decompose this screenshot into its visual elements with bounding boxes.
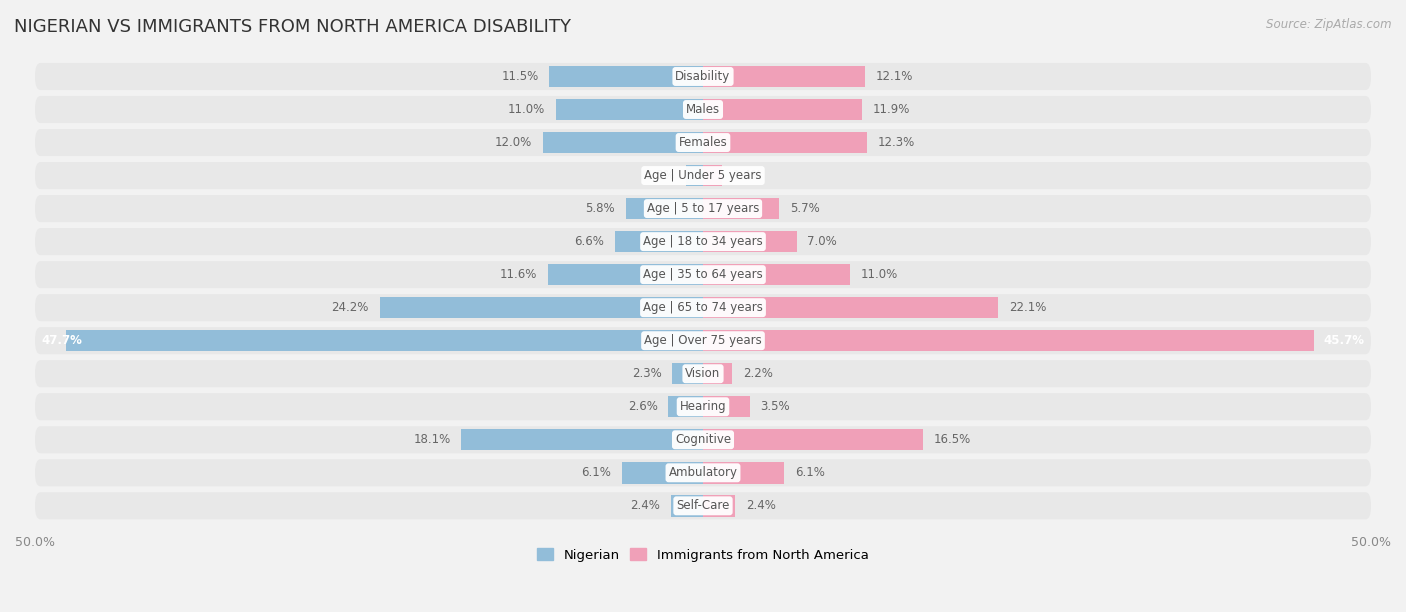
Bar (672, 363, 703, 384)
FancyBboxPatch shape (35, 393, 1371, 420)
Bar (703, 429, 924, 450)
Bar (703, 99, 862, 120)
Text: NIGERIAN VS IMMIGRANTS FROM NORTH AMERICA DISABILITY: NIGERIAN VS IMMIGRANTS FROM NORTH AMERIC… (14, 18, 571, 36)
Text: Females: Females (679, 136, 727, 149)
Bar (703, 297, 998, 318)
Bar (703, 363, 733, 384)
Text: 1.4%: 1.4% (733, 169, 762, 182)
Text: 5.8%: 5.8% (585, 202, 614, 215)
Text: 12.0%: 12.0% (495, 136, 531, 149)
Legend: Nigerian, Immigrants from North America: Nigerian, Immigrants from North America (531, 543, 875, 567)
Text: 3.5%: 3.5% (761, 400, 790, 413)
FancyBboxPatch shape (35, 162, 1371, 189)
Bar (703, 132, 868, 153)
Text: Disability: Disability (675, 70, 731, 83)
Bar (703, 396, 749, 417)
Bar (686, 165, 703, 186)
Text: 2.4%: 2.4% (745, 499, 776, 512)
Text: 47.7%: 47.7% (42, 334, 83, 347)
Bar (703, 495, 735, 517)
Text: 12.1%: 12.1% (876, 70, 912, 83)
Text: Ambulatory: Ambulatory (668, 466, 738, 479)
FancyBboxPatch shape (35, 129, 1371, 156)
Bar (614, 231, 703, 252)
FancyBboxPatch shape (35, 426, 1371, 453)
Text: 6.1%: 6.1% (581, 466, 610, 479)
Bar (380, 297, 703, 318)
Text: 2.4%: 2.4% (630, 499, 661, 512)
Bar (548, 264, 703, 285)
Text: 2.3%: 2.3% (631, 367, 662, 380)
Text: Age | Under 5 years: Age | Under 5 years (644, 169, 762, 182)
Bar (668, 396, 703, 417)
Text: Self-Care: Self-Care (676, 499, 730, 512)
Text: 18.1%: 18.1% (413, 433, 450, 446)
Text: Source: ZipAtlas.com: Source: ZipAtlas.com (1267, 18, 1392, 31)
Text: Age | 65 to 74 years: Age | 65 to 74 years (643, 301, 763, 314)
FancyBboxPatch shape (35, 96, 1371, 123)
Bar (703, 65, 865, 88)
Text: 2.6%: 2.6% (627, 400, 658, 413)
Text: Vision: Vision (685, 367, 721, 380)
Text: 6.6%: 6.6% (574, 235, 605, 248)
Text: 12.3%: 12.3% (877, 136, 915, 149)
Text: 7.0%: 7.0% (807, 235, 837, 248)
Text: 11.0%: 11.0% (508, 103, 546, 116)
Text: 11.0%: 11.0% (860, 268, 898, 281)
Bar (703, 462, 785, 483)
Text: 24.2%: 24.2% (332, 301, 368, 314)
Bar (703, 165, 721, 186)
Text: 6.1%: 6.1% (796, 466, 825, 479)
FancyBboxPatch shape (35, 195, 1371, 222)
Text: 45.7%: 45.7% (1323, 334, 1364, 347)
FancyBboxPatch shape (35, 327, 1371, 354)
Bar (626, 198, 703, 219)
FancyBboxPatch shape (35, 360, 1371, 387)
FancyBboxPatch shape (35, 228, 1371, 255)
Text: 11.6%: 11.6% (501, 268, 537, 281)
Text: 22.1%: 22.1% (1010, 301, 1046, 314)
Text: 11.9%: 11.9% (873, 103, 910, 116)
FancyBboxPatch shape (35, 459, 1371, 487)
Text: Age | 35 to 64 years: Age | 35 to 64 years (643, 268, 763, 281)
Text: Hearing: Hearing (679, 400, 727, 413)
Bar (66, 330, 703, 351)
Text: Age | Over 75 years: Age | Over 75 years (644, 334, 762, 347)
Bar (461, 429, 703, 450)
Text: Age | 18 to 34 years: Age | 18 to 34 years (643, 235, 763, 248)
Text: 2.2%: 2.2% (744, 367, 773, 380)
FancyBboxPatch shape (35, 63, 1371, 90)
Bar (703, 231, 797, 252)
Bar (703, 264, 851, 285)
Bar (671, 495, 703, 517)
FancyBboxPatch shape (35, 492, 1371, 520)
Text: Age | 5 to 17 years: Age | 5 to 17 years (647, 202, 759, 215)
Bar (703, 198, 779, 219)
FancyBboxPatch shape (35, 294, 1371, 321)
FancyBboxPatch shape (35, 261, 1371, 288)
Bar (555, 99, 703, 120)
Bar (543, 132, 703, 153)
Text: 1.3%: 1.3% (645, 169, 675, 182)
Bar (703, 330, 1313, 351)
Text: Cognitive: Cognitive (675, 433, 731, 446)
Text: 11.5%: 11.5% (502, 70, 538, 83)
Bar (550, 65, 703, 88)
Text: 16.5%: 16.5% (934, 433, 972, 446)
Text: 5.7%: 5.7% (790, 202, 820, 215)
Bar (621, 462, 703, 483)
Text: Males: Males (686, 103, 720, 116)
